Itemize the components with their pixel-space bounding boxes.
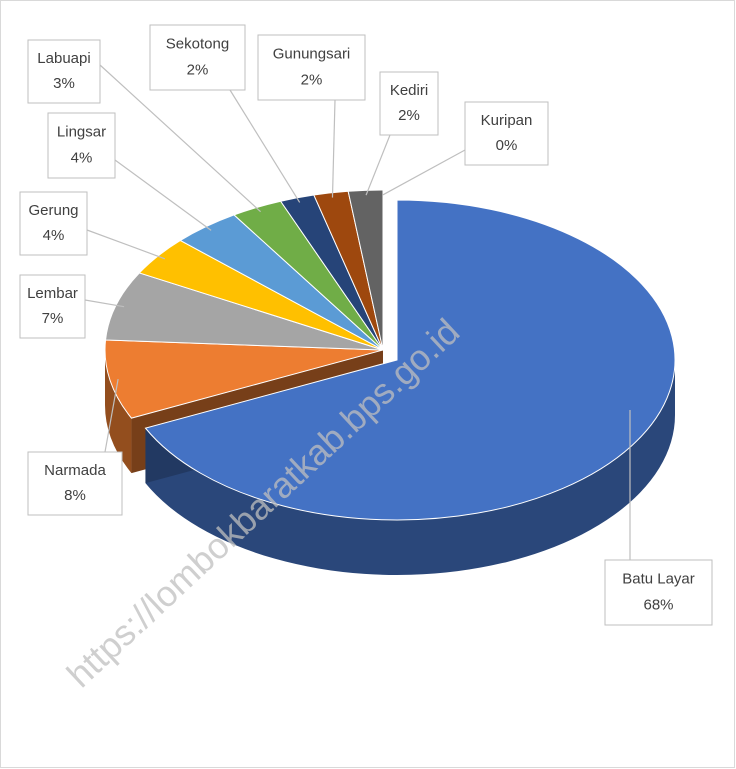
category-label: Lembar [27,285,78,302]
pie [104,189,676,576]
category-label: Labuapi [37,50,90,67]
category-label: Lingsar [57,123,106,140]
slice [347,189,384,351]
category-label: Kuripan [481,112,533,129]
leader-line [229,89,301,203]
label-box [47,112,116,179]
slice [104,339,384,419]
label-box [19,191,88,256]
label-box [149,24,246,91]
category-label: Sekotong [166,35,229,52]
value-label: 0% [496,137,518,154]
leader-line [104,378,119,453]
category-label: Narmada [44,462,106,479]
value-label: 3% [53,75,75,92]
leader-line [331,99,336,198]
slice-side [145,360,676,576]
slice-side [105,350,132,474]
category-label: Kediri [390,82,428,99]
value-label: 8% [64,487,86,504]
label-box [27,39,101,104]
value-label: 2% [301,71,323,88]
category-label: Batu Layar [622,570,695,587]
label-box [257,34,366,101]
leader-line [84,299,125,308]
leader-line [114,159,212,231]
value-label: 2% [398,107,420,124]
slice [144,199,676,521]
labels: Batu Layar 68% Narmada 8% Lembar 7% Gerung 4% Li… [19,24,713,626]
leader-line [382,149,466,196]
label-box [464,101,549,166]
leader-line [86,229,166,260]
category-label: Gerung [28,202,78,219]
leader-line [365,134,391,196]
value-label: 7% [42,310,64,327]
category-label: Gunungsari [273,45,351,62]
label-box [604,559,713,626]
value-label: 2% [187,61,209,78]
label-box [19,274,86,339]
value-label: 68% [643,596,673,613]
label-box [27,451,123,516]
label-box [379,71,439,136]
value-label: 4% [71,149,93,166]
value-label: 4% [43,227,65,244]
leader-line [99,64,261,213]
